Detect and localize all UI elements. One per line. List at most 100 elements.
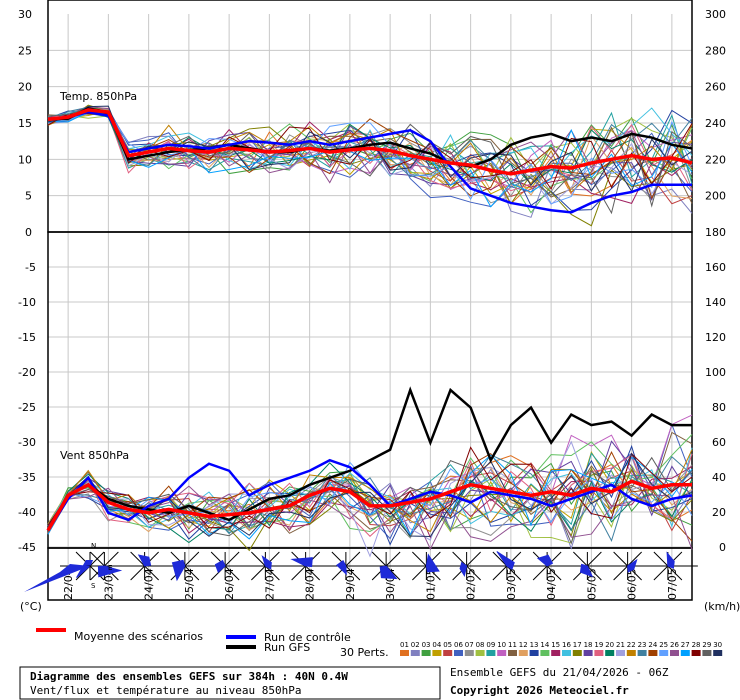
perturbation-number: 16 xyxy=(562,641,571,649)
lower-left-tick: -35 xyxy=(18,471,36,484)
wind-rose xyxy=(74,551,135,581)
perturbation-swatch xyxy=(421,650,431,656)
perturbation-line xyxy=(47,451,693,527)
wind-rose xyxy=(396,551,457,581)
axis-labels: 22/04 23/04 24/04 25/04 26/04 27/04 28/04 29/04… xyxy=(18,8,726,600)
perturbation-swatch xyxy=(648,650,658,656)
perturbation-number: 15 xyxy=(551,641,560,649)
series-line xyxy=(47,110,692,214)
perturbation-swatch xyxy=(572,650,582,656)
perturbation-number: 02 xyxy=(411,641,420,649)
left-unit-label: (°C) xyxy=(20,600,42,613)
perturbation-number: 21 xyxy=(616,641,625,649)
perturbation-number: 23 xyxy=(638,641,647,649)
x-tick-label: 07/05 xyxy=(666,568,679,600)
perturbation-line xyxy=(47,434,693,532)
x-tick-label: 28/04 xyxy=(304,568,317,600)
upper-panel-frame xyxy=(47,0,693,233)
lower-right-tick: 160 xyxy=(705,261,726,274)
x-tick-label: 01/05 xyxy=(424,568,437,600)
perturbation-number: 20 xyxy=(605,641,614,649)
x-tick-label: 23/04 xyxy=(102,568,115,600)
perturbation-swatch xyxy=(464,650,474,656)
perturbation-number: 10 xyxy=(497,641,506,649)
x-tick-label: 04/05 xyxy=(545,568,558,600)
wind-rose-wedge xyxy=(24,564,90,592)
perturbation-line xyxy=(47,106,693,184)
perturbation-number: 01 xyxy=(400,641,409,649)
perturbation-number: 07 xyxy=(465,641,474,649)
lower-left-tick: -15 xyxy=(18,331,36,344)
lower-left-tick: -10 xyxy=(18,296,36,309)
lower-right-tick: 100 xyxy=(705,366,726,379)
wind-rose xyxy=(436,551,497,581)
perturbation-swatch xyxy=(637,650,647,656)
perturbation-line xyxy=(47,111,693,208)
perturbation-number: 28 xyxy=(692,641,701,649)
series-line xyxy=(46,458,693,532)
perturbation-number: 30 xyxy=(713,641,722,649)
lower-right-tick: 20 xyxy=(712,506,726,519)
perturbation-number: 18 xyxy=(584,641,593,649)
perturbation-swatch xyxy=(691,650,701,656)
upper-left-tick: 5 xyxy=(25,190,32,203)
lower-left-tick: -25 xyxy=(18,401,36,414)
lower-left-tick: -30 xyxy=(18,436,36,449)
x-tick-label: 26/04 xyxy=(223,568,236,600)
perturbation-line xyxy=(47,108,693,215)
perturbation-number: 12 xyxy=(519,641,528,649)
upper-right-tick: 300 xyxy=(705,8,726,21)
perturbation-number: 06 xyxy=(454,641,463,649)
series-line xyxy=(47,108,693,176)
x-tick-label: 22/04 xyxy=(62,568,75,600)
x-tick-label: 27/04 xyxy=(263,568,276,600)
wind-rose xyxy=(114,551,175,581)
perturbation-swatch xyxy=(583,650,593,656)
main-series-lines xyxy=(46,107,693,532)
perturbation-swatch xyxy=(454,650,463,656)
perturbation-legend: 01 02 03 04 05 06 07 08 09 10 11 12 13 14 15 16 17 18 19 20… xyxy=(400,641,723,656)
perturbation-swatch xyxy=(680,650,690,656)
perturbation-number: 25 xyxy=(659,641,668,649)
perturbation-number: 22 xyxy=(627,641,636,649)
perturbation-swatch xyxy=(486,650,496,656)
perturbation-swatch xyxy=(702,650,712,656)
x-tick-label: 03/05 xyxy=(505,568,518,600)
upper-left-tick: 15 xyxy=(18,117,32,130)
perturbation-swatch xyxy=(626,650,636,656)
chart-subtitle: Vent/flux et température au niveau 850hP… xyxy=(30,684,302,697)
perturbation-line xyxy=(47,462,693,544)
perturbation-swatch xyxy=(518,650,528,656)
perturbation-line xyxy=(47,449,693,533)
perturbation-swatch xyxy=(540,650,550,656)
perturbation-swatch xyxy=(659,650,669,656)
wind-rose xyxy=(517,551,578,581)
right-unit-label: (km/h) xyxy=(704,600,740,613)
upper-left-tick: 20 xyxy=(18,81,32,94)
x-tick-label: 02/05 xyxy=(465,568,478,600)
legend-label-control: Run de contrôle xyxy=(264,631,351,644)
perturbation-line xyxy=(47,110,693,218)
series-line xyxy=(47,107,693,168)
upper-left-tick: 0 xyxy=(25,226,32,239)
lower-right-tick: 120 xyxy=(705,331,726,344)
wind-rose xyxy=(637,551,698,581)
perturbation-swatch xyxy=(497,650,507,656)
lower-right-tick: 0 xyxy=(719,541,726,554)
upper-left-tick: 10 xyxy=(18,153,32,166)
lower-left-tick: -20 xyxy=(18,366,36,379)
perturbation-line xyxy=(47,104,693,227)
perturbation-line xyxy=(47,451,693,542)
upper-right-tick: 180 xyxy=(705,226,726,239)
perturbation-line xyxy=(47,107,693,200)
perturbation-swatch xyxy=(605,650,615,656)
perturbation-number: 09 xyxy=(486,641,495,649)
copyright-label: Copyright 2026 Meteociel.fr xyxy=(450,684,629,697)
perturbation-number: 04 xyxy=(432,641,441,649)
lower-right-tick: 140 xyxy=(705,296,726,309)
perturbation-line xyxy=(47,108,693,205)
perturbations-label: 30 Perts. xyxy=(340,646,389,659)
legend-label-mean: Moyenne des scénarios xyxy=(74,630,203,643)
x-tick-label: 05/05 xyxy=(585,568,598,600)
